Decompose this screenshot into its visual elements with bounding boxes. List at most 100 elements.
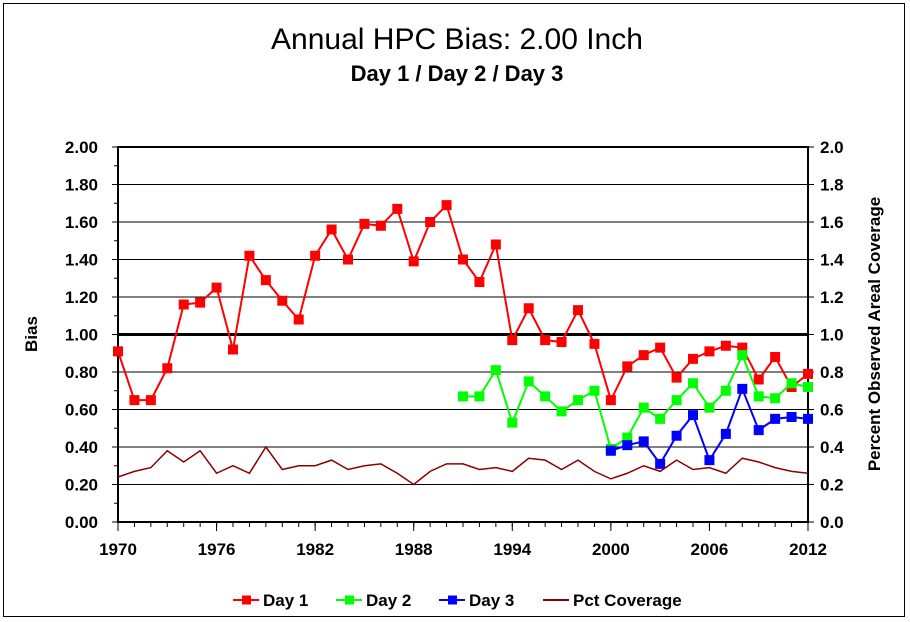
- data-point-day-1: [770, 352, 781, 362]
- data-point-day-2: [704, 402, 715, 413]
- data-point-day-1: [589, 338, 600, 349]
- data-point-day-1: [474, 277, 485, 287]
- data-point-day-2: [770, 393, 781, 404]
- data-point-day-3: [605, 445, 616, 456]
- data-point-day-1: [293, 314, 304, 325]
- legend-item-day-3: Day 3: [439, 591, 514, 610]
- legend-item-day-2: Day 2: [336, 591, 411, 610]
- data-point-day-2: [803, 382, 813, 392]
- data-point-day-3: [753, 425, 764, 436]
- legend-label-day-1: Day 1: [263, 591, 308, 610]
- y2-tick-label: 0.6: [820, 401, 844, 420]
- y2-tick-label: 0.0: [820, 513, 844, 532]
- legend-label-day-2: Day 2: [366, 591, 411, 610]
- data-point-day-1: [803, 368, 813, 379]
- data-point-day-3: [803, 413, 813, 424]
- legend-marker-day-2: [345, 595, 354, 605]
- data-point-day-1: [195, 297, 206, 308]
- data-point-day-1: [244, 250, 255, 261]
- data-point-day-1: [753, 374, 764, 385]
- data-point-day-1: [720, 340, 731, 351]
- data-point-day-1: [638, 350, 649, 361]
- y2-tick-label: 0.8: [820, 363, 844, 382]
- x-tick-label: 2006: [691, 540, 729, 559]
- series-line-day-2: [463, 352, 809, 451]
- data-point-day-2: [556, 406, 567, 417]
- y2-tick-label: 1.4: [820, 251, 844, 270]
- data-point-day-2: [458, 391, 468, 402]
- data-point-day-1: [113, 346, 123, 357]
- data-point-day-2: [474, 391, 485, 402]
- x-tick-label: 2000: [592, 540, 630, 559]
- y-tick-label: 1.00: [65, 326, 98, 345]
- data-point-day-2: [671, 395, 682, 406]
- legend: Day 1 Day 2 Day 3 Pct Coverage: [233, 591, 682, 610]
- data-point-day-3: [737, 383, 748, 394]
- legend-marker-day-3: [448, 595, 457, 605]
- data-point-day-1: [556, 337, 567, 347]
- data-point-day-1: [408, 256, 419, 267]
- data-point-day-2: [540, 391, 551, 402]
- data-point-day-1: [375, 220, 386, 231]
- data-point-day-3: [688, 410, 698, 421]
- data-point-day-1: [490, 239, 501, 250]
- legend-marker-day-1: [242, 595, 251, 605]
- data-point-day-1: [573, 305, 583, 316]
- data-point-day-1: [704, 346, 715, 357]
- axes: 0.000.200.400.600.801.001.201.401.601.80…: [65, 138, 844, 559]
- chart-subtitle: Day 1 / Day 2 / Day 3: [351, 61, 564, 86]
- x-tick-label: 1976: [198, 540, 236, 559]
- data-point-day-1: [441, 200, 452, 211]
- y-tick-label: 2.00: [65, 138, 98, 157]
- data-point-day-2: [573, 395, 583, 406]
- y-tick-label: 0.40: [65, 438, 98, 457]
- y2-tick-label: 0.2: [820, 476, 844, 495]
- data-point-day-3: [655, 458, 666, 469]
- x-tick-label: 1988: [395, 540, 433, 559]
- data-point-day-1: [622, 361, 633, 372]
- data-point-day-1: [392, 203, 403, 214]
- data-point-day-2: [720, 385, 731, 396]
- y2-tick-label: 2.0: [820, 138, 844, 157]
- data-point-day-1: [343, 254, 353, 265]
- y-tick-label: 1.80: [65, 176, 98, 195]
- legend-item-pct-coverage: Pct Coverage: [543, 591, 682, 610]
- data-point-day-1: [129, 395, 140, 406]
- data-point-day-1: [523, 303, 534, 314]
- data-point-day-1: [277, 295, 288, 306]
- legend-label-pct-coverage: Pct Coverage: [573, 591, 682, 610]
- y2-tick-label: 1.0: [820, 326, 844, 345]
- data-point-day-2: [523, 376, 534, 387]
- data-point-day-3: [770, 413, 781, 424]
- data-point-day-1: [359, 218, 370, 229]
- x-tick-label: 1994: [493, 540, 531, 559]
- data-point-day-1: [145, 395, 156, 406]
- data-point-day-2: [737, 350, 748, 361]
- data-point-day-1: [655, 342, 666, 353]
- data-point-day-2: [753, 391, 764, 402]
- data-point-day-1: [178, 299, 189, 310]
- x-tick-label: 1982: [296, 540, 334, 559]
- chart-frame: [3, 3, 905, 617]
- data-point-day-3: [720, 428, 731, 439]
- data-point-day-2: [786, 378, 797, 389]
- legend-label-day-3: Day 3: [469, 591, 514, 610]
- y-axis-title: Bias: [22, 316, 41, 352]
- series-line-pct-coverage: [117, 445, 809, 486]
- y2-tick-label: 0.4: [820, 438, 844, 457]
- y2-tick-label: 1.2: [820, 288, 844, 307]
- data-point-day-1: [507, 335, 518, 346]
- data-point-day-2: [507, 417, 518, 428]
- data-point-day-1: [228, 344, 238, 355]
- y2-tick-label: 1.8: [820, 176, 844, 195]
- y-tick-label: 0.20: [65, 476, 98, 495]
- data-point-day-3: [786, 412, 797, 422]
- data-point-day-1: [162, 363, 173, 374]
- series-line-day-1: [117, 203, 809, 403]
- data-series: [113, 200, 813, 486]
- data-point-day-1: [540, 335, 551, 346]
- data-point-day-3: [704, 455, 715, 466]
- y-tick-label: 0.80: [65, 363, 98, 382]
- y-tick-label: 1.60: [65, 213, 98, 232]
- x-tick-label: 2012: [789, 540, 827, 559]
